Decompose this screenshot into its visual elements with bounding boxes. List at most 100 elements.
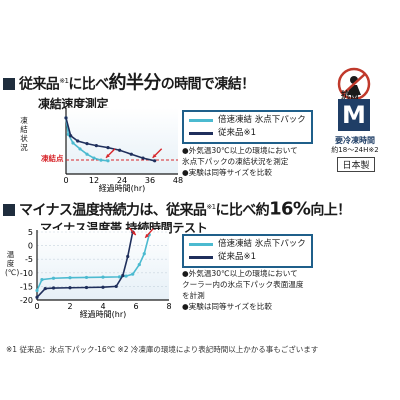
freeze-note-2: 氷点下パックの凍結状況を測定 bbox=[182, 157, 289, 166]
temp-data-point bbox=[131, 272, 135, 276]
legend-label-conventional: 従来品※1 bbox=[218, 128, 257, 138]
freeze-data-point bbox=[94, 144, 98, 148]
banner-square-icon-2 bbox=[3, 203, 15, 216]
temp-data-point bbox=[40, 278, 44, 282]
temp-x-tick: 4 bbox=[100, 302, 105, 311]
freeze-point-label: 凍結点 bbox=[41, 153, 64, 163]
freeze-banner-part3: の時間で凍結！ bbox=[160, 76, 255, 93]
temp-note-3: を計測 bbox=[182, 291, 205, 300]
temp-series-line-2 bbox=[36, 231, 134, 298]
size-badge: M bbox=[338, 99, 370, 131]
antibacterial-label: 抗菌 bbox=[341, 91, 360, 101]
freeze-arrow-head bbox=[106, 153, 110, 158]
legend2-item-conventional: 従来品※1 bbox=[189, 251, 306, 264]
freeze-data-point bbox=[141, 156, 145, 160]
temp-banner-part3: 向上！ bbox=[310, 202, 351, 219]
freeze-data-point bbox=[129, 152, 133, 156]
freeze-arrow-head bbox=[152, 153, 157, 158]
temp-data-point bbox=[142, 252, 146, 256]
freeze-data-point bbox=[92, 156, 96, 160]
made-in-japan: 日本製 bbox=[337, 157, 375, 172]
legend2-label-doubled-freeze: 倍速凍結 氷点下パック bbox=[218, 239, 306, 249]
temp-data-point bbox=[114, 284, 118, 288]
freeze-data-point bbox=[64, 116, 68, 120]
legend2-item-doubled-freeze: 倍速凍結 氷点下パック bbox=[189, 238, 306, 251]
legend-swatch-navy bbox=[189, 132, 213, 135]
temp-y-tick: -15 bbox=[20, 282, 33, 291]
freeze-data-point bbox=[71, 141, 75, 145]
freeze-data-point bbox=[106, 146, 110, 150]
freeze-banner-mark: ※1 bbox=[59, 77, 69, 85]
temp-y-tick: 0 bbox=[28, 242, 33, 251]
freeze-banner-part1: 従来品 bbox=[19, 76, 60, 93]
temp-data-point bbox=[51, 286, 56, 290]
temp-banner: マイナス温度持続力は、従来品※1に比べ約16%向上！ bbox=[0, 198, 392, 219]
temp-chart-svg: 0 2 4 6 8 5 0 -5 -10 -15 -20 経過時間(hr) bbox=[20, 228, 172, 319]
temp-data-point bbox=[68, 276, 72, 280]
temp-y-tick: -5 bbox=[25, 255, 33, 264]
freeze-time-value: 約18〜24H※2 bbox=[331, 146, 379, 154]
temp-data-point bbox=[51, 276, 56, 280]
temp-note-4: ●実験は同等サイズを比較 bbox=[182, 302, 272, 311]
legend2-swatch-cyan bbox=[189, 243, 213, 246]
freeze-note-1: ●外気温30℃以上の環境において bbox=[182, 146, 298, 155]
temp-x-tick: 6 bbox=[133, 302, 138, 311]
freeze-chart-title: 凍結速度測定 bbox=[38, 97, 109, 111]
temp-arrow-head bbox=[131, 231, 136, 235]
temp-data-point bbox=[84, 285, 89, 290]
freeze-data-point bbox=[66, 132, 70, 136]
freeze-x-tick: 0 bbox=[63, 176, 68, 185]
temp-data-point bbox=[126, 254, 130, 259]
temp-data-point bbox=[137, 263, 141, 267]
freeze-data-point bbox=[85, 152, 89, 156]
temp-data-point bbox=[101, 275, 105, 279]
legend-item-doubled-freeze: 倍速凍結 氷点下パック bbox=[189, 114, 306, 127]
temp-y-axis-label: 温度(℃) bbox=[5, 250, 20, 277]
temp-data-point bbox=[101, 285, 105, 289]
legend2-label-conventional: 従来品※1 bbox=[218, 252, 257, 262]
temp-data-point bbox=[35, 295, 39, 299]
temp-note-2: クーラー内の氷点下パック表面温度 bbox=[182, 280, 304, 289]
temp-note-1: ●外気温30℃以上の環境において bbox=[182, 269, 298, 278]
freeze-plot-area bbox=[66, 108, 178, 174]
freeze-data-point bbox=[153, 159, 157, 163]
freeze-x-axis-label: 経過時間(hr) bbox=[99, 183, 146, 193]
freeze-banner-half: 約半分 bbox=[108, 72, 162, 94]
freeze-banner: 従来品※1に比べ約半分の時間で凍結！ bbox=[0, 72, 320, 93]
temp-plot-area bbox=[37, 230, 169, 300]
temp-x-axis-label: 経過時間(hr) bbox=[80, 309, 127, 319]
temp-x-tick: 8 bbox=[166, 302, 171, 311]
banner-square-icon bbox=[3, 77, 15, 90]
temp-data-point bbox=[117, 275, 122, 279]
temp-banner-percent: 16% bbox=[269, 198, 311, 220]
temp-data-point bbox=[124, 274, 128, 278]
legend2-swatch-navy bbox=[189, 256, 213, 259]
freeze-data-point bbox=[85, 142, 89, 146]
freeze-x-tick: 48 bbox=[173, 176, 183, 185]
temp-y-tick: -20 bbox=[20, 296, 33, 305]
freeze-x-tick: 24 bbox=[117, 176, 127, 185]
temp-series-line-1 bbox=[36, 234, 150, 291]
freeze-data-point bbox=[106, 159, 110, 163]
temp-legend: 倍速凍結 氷点下パック 従来品※1 bbox=[182, 234, 313, 268]
temp-data-point bbox=[84, 275, 89, 280]
freeze-data-point bbox=[78, 147, 82, 151]
freeze-banner-part2: に比べ bbox=[68, 76, 109, 93]
temp-y-tick: -10 bbox=[20, 269, 33, 278]
freeze-chart-svg: 0 12 24 36 48 凍結点 経過時間(hr) bbox=[41, 108, 183, 193]
freeze-data-point bbox=[99, 158, 103, 162]
freeze-series-line-2 bbox=[65, 117, 155, 162]
temp-y-tick: 5 bbox=[28, 228, 33, 237]
temp-x-tick: 0 bbox=[34, 302, 39, 311]
freeze-note-3: ●実験は同等サイズを比較 bbox=[182, 168, 272, 177]
freeze-time-label: 要冷凍時間 bbox=[335, 136, 375, 145]
legend-item-conventional: 従来品※1 bbox=[189, 127, 306, 140]
freeze-x-tick: 12 bbox=[89, 176, 99, 185]
freeze-legend: 倍速凍結 氷点下パック 従来品※1 bbox=[182, 110, 313, 144]
freeze-data-point bbox=[76, 139, 80, 143]
temp-x-tick: 2 bbox=[67, 302, 72, 311]
freeze-data-point bbox=[69, 134, 73, 138]
temp-notes: ●外気温30℃以上の環境において クーラー内の氷点下パック表面温度 を計測 ●実… bbox=[182, 268, 304, 312]
freeze-y-axis-label: 凍結状況 bbox=[20, 116, 28, 152]
